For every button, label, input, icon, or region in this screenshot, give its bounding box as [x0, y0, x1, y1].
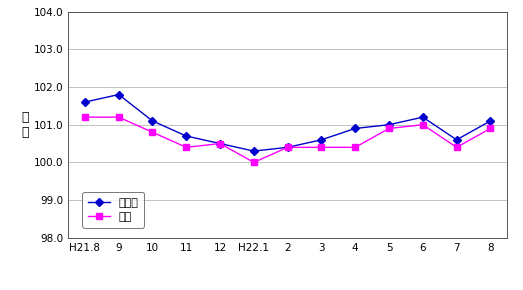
三重県: [352, 127, 358, 130]
津市: [285, 146, 291, 149]
Legend: 三重県, 津市: 三重県, 津市: [82, 192, 144, 228]
津市: [453, 146, 460, 149]
三重県: [453, 138, 460, 142]
津市: [217, 142, 223, 145]
三重県: [183, 134, 189, 138]
津市: [386, 127, 392, 130]
三重県: [419, 115, 426, 119]
三重県: [150, 119, 156, 123]
三重県: [319, 138, 325, 142]
三重県: [217, 142, 223, 145]
三重県: [251, 149, 257, 153]
津市: [352, 146, 358, 149]
Line: 津市: 津市: [82, 114, 493, 165]
Y-axis label: 指
数: 指 数: [21, 111, 29, 139]
津市: [419, 123, 426, 126]
三重県: [116, 93, 122, 96]
津市: [183, 146, 189, 149]
津市: [150, 130, 156, 134]
Line: 三重県: 三重県: [82, 92, 493, 154]
津市: [116, 115, 122, 119]
三重県: [285, 146, 291, 149]
津市: [319, 146, 325, 149]
三重県: [386, 123, 392, 126]
津市: [251, 161, 257, 164]
津市: [82, 115, 88, 119]
三重県: [82, 100, 88, 104]
三重県: [487, 119, 494, 123]
津市: [487, 127, 494, 130]
